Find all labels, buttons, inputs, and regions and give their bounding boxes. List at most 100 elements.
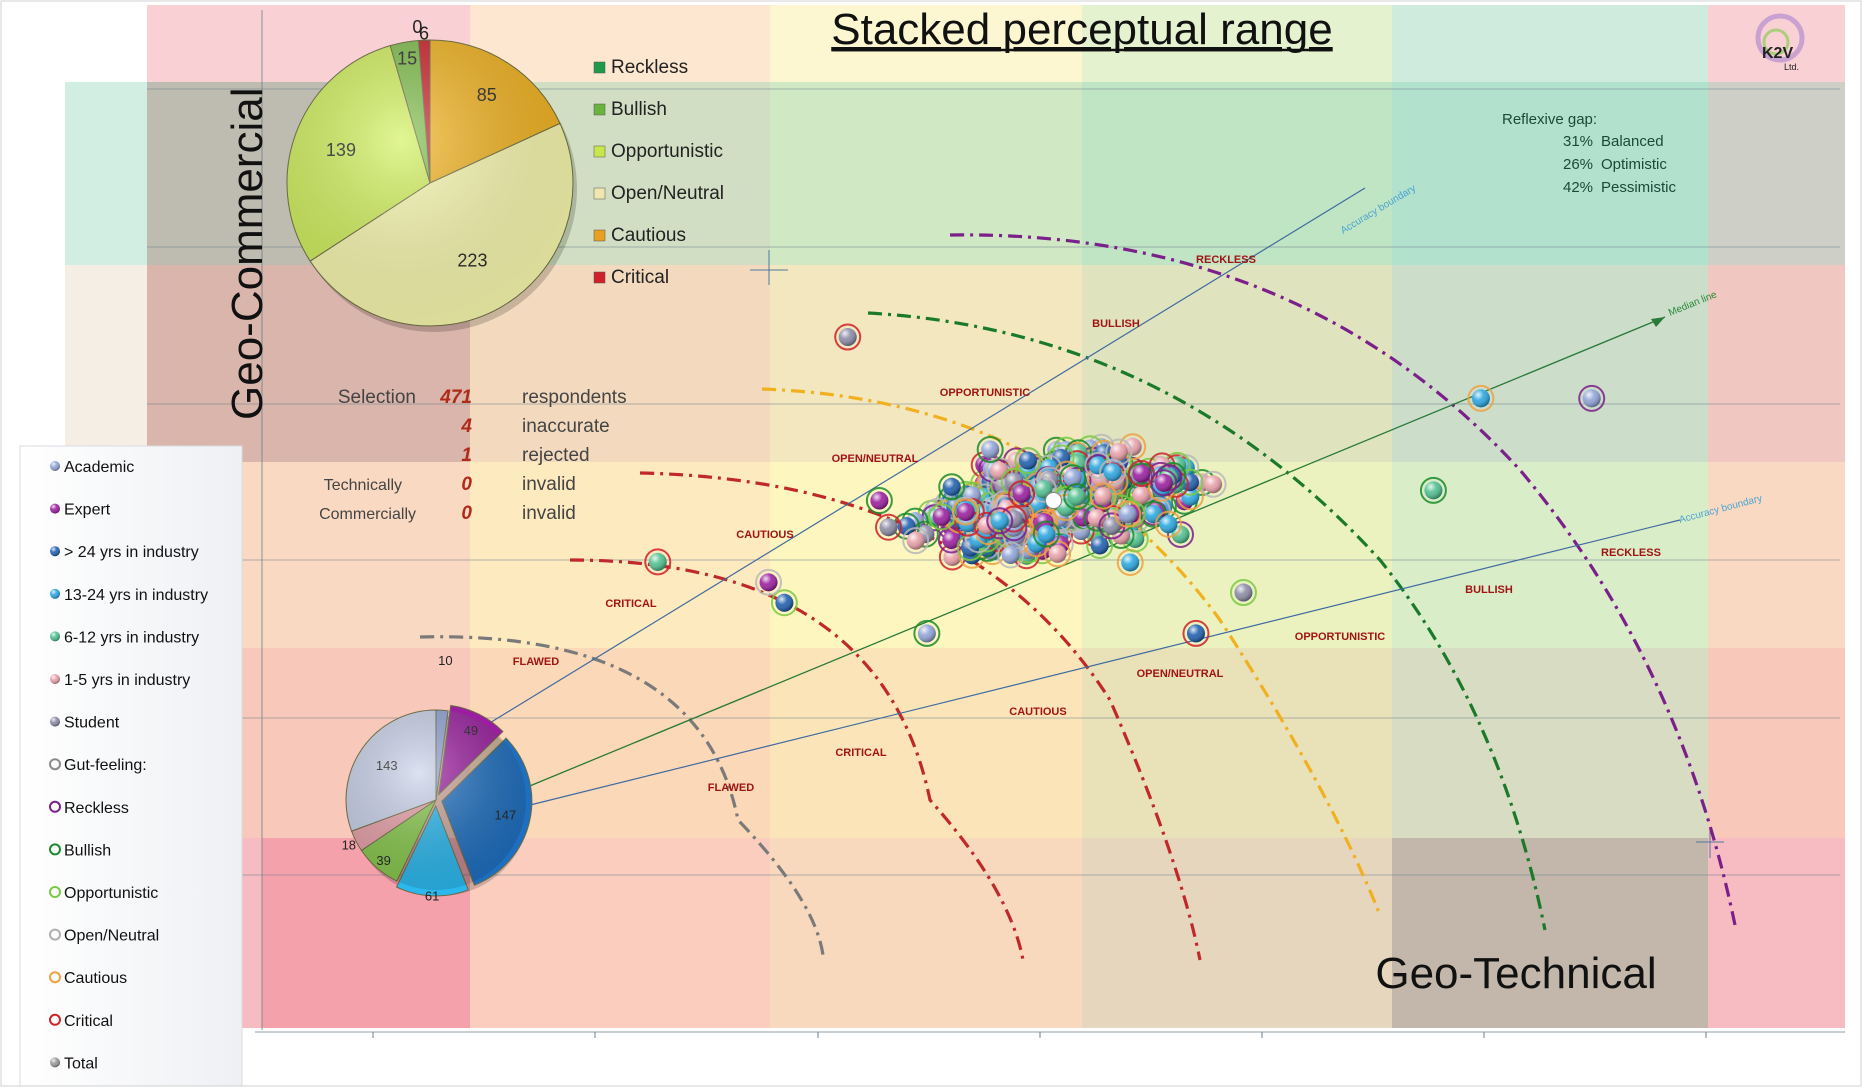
point-ring <box>1199 470 1227 498</box>
pie-value-label: 61 <box>425 888 439 903</box>
reflexive-heading: Reflexive gap: <box>1502 111 1597 128</box>
legend-swatch <box>593 61 606 74</box>
legend-label: Critical <box>64 1013 113 1030</box>
scatter-point <box>875 513 903 541</box>
scatter-point <box>1182 619 1210 647</box>
boundary-arc <box>419 635 825 956</box>
pie-value-label: 10 <box>438 653 452 668</box>
point-ring <box>1086 531 1114 559</box>
gut-feeling-legend: Reckless Bullish Opportunistic Open/Neutral… <box>593 57 724 288</box>
zone-labels: RECKLESS BULLISH OPPORTUNISTIC OPEN/NEUTRAL… <box>513 254 1661 794</box>
scatter-point <box>1008 480 1036 508</box>
stat-desc: invalid <box>522 503 576 524</box>
scatter-point <box>1199 470 1227 498</box>
stat-desc: rejected <box>522 445 590 466</box>
band-column <box>1392 5 1708 1028</box>
point-glare <box>1204 475 1223 494</box>
scatter-point <box>937 526 965 554</box>
point-glare <box>1118 505 1137 524</box>
stat-desc: respondents <box>522 387 627 408</box>
reflexive-pct: 31% <box>1563 133 1593 150</box>
scatter-point <box>997 541 1025 569</box>
stat-value: 1 <box>461 445 472 466</box>
scatter-point <box>1032 520 1060 548</box>
scatter-point <box>913 619 941 647</box>
zone-label: FLAWED <box>708 782 754 794</box>
zone-label: BULLISH <box>1092 318 1140 330</box>
point-ring <box>1089 482 1117 510</box>
zone-label: OPPORTUNISTIC <box>940 387 1031 399</box>
grid-lines <box>147 10 1845 1038</box>
boundary-arc <box>761 387 1382 916</box>
scatter-point <box>1044 540 1072 568</box>
point-glare <box>1034 480 1053 499</box>
scatter-point <box>928 503 956 531</box>
point-glare <box>1012 484 1031 503</box>
point-ring <box>1150 469 1178 497</box>
zone-label: OPPORTUNISTIC <box>1295 631 1386 643</box>
scatter-point <box>1105 438 1133 466</box>
point-glare <box>1067 487 1086 506</box>
point-ring <box>834 323 862 351</box>
zone-label: RECKLESS <box>1196 254 1256 266</box>
reflexive-pct: 42% <box>1563 179 1593 196</box>
stat-label: Commercially <box>319 506 416 523</box>
point-glare <box>759 573 778 592</box>
scatter-point <box>865 487 893 515</box>
perceptual-bands <box>65 5 1845 1028</box>
point-glare <box>648 552 667 571</box>
pie-value-label: 49 <box>464 723 478 738</box>
legend-marker <box>49 1013 61 1026</box>
point-ring <box>1032 520 1060 548</box>
point-ring <box>1127 481 1155 509</box>
legend-marker <box>49 758 61 771</box>
pie-value-label: 18 <box>342 837 356 852</box>
legend-label: Opportunistic <box>611 141 723 162</box>
pie-value-label: 223 <box>457 250 487 270</box>
zone-label: OPEN/NEUTRAL <box>832 453 919 465</box>
point-glare <box>838 328 857 347</box>
point-ring <box>1127 460 1155 488</box>
point-glare <box>1090 536 1109 555</box>
point-glare <box>1154 473 1173 492</box>
legend-marker-glare <box>50 1057 60 1068</box>
point-ring <box>1029 475 1057 503</box>
stat-value: 4 <box>460 416 472 437</box>
point-ring <box>1014 447 1042 475</box>
point-ring <box>1467 384 1495 412</box>
point-glare <box>1102 516 1121 535</box>
legend-label: > 24 yrs in industry <box>64 544 199 561</box>
zone-label: BULLISH <box>1465 584 1513 596</box>
legend-marker-glare <box>50 674 60 684</box>
point-ring <box>976 435 1004 463</box>
point-glare <box>942 530 961 549</box>
point-ring <box>1154 510 1182 538</box>
point-ring <box>1578 384 1606 412</box>
point-ring <box>1063 483 1091 511</box>
point-glare <box>870 491 889 510</box>
legend-marker-glare <box>50 503 60 514</box>
point-glare <box>1159 515 1178 534</box>
point-glare <box>1103 463 1122 482</box>
point-glare <box>1037 525 1056 544</box>
point-glare <box>906 531 925 550</box>
scatter-point <box>1127 481 1155 509</box>
point-glare <box>1094 487 1113 506</box>
point-glare <box>990 511 1009 530</box>
point-glare <box>775 593 794 612</box>
point-ring <box>770 589 798 617</box>
point-ring <box>865 487 893 515</box>
point-glare <box>1001 545 1020 564</box>
legend-label: Cautious <box>64 970 127 987</box>
point-ring <box>913 619 941 647</box>
point-glare <box>1121 553 1140 572</box>
point-glare <box>956 502 975 521</box>
selection-stats: Selection 471 respondents 4 inaccurate 1… <box>319 387 626 524</box>
scatter-point <box>938 473 966 501</box>
point-glare <box>1171 525 1190 544</box>
legend-label: Reckless <box>611 57 688 78</box>
point-glare <box>932 507 951 526</box>
legend-label: Critical <box>611 267 669 288</box>
legend-marker <box>49 971 61 984</box>
